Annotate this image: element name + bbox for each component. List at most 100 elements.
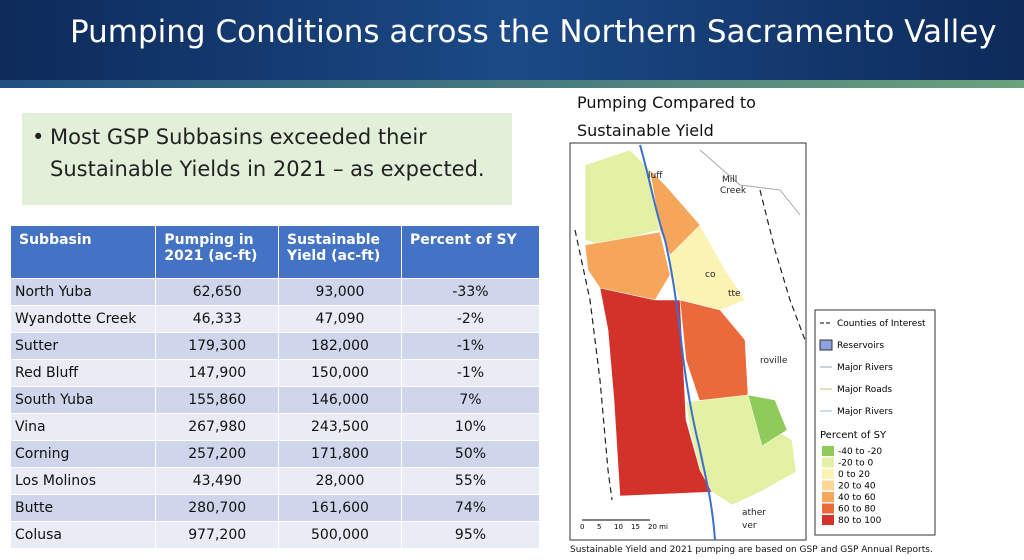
- table-cell: 46,333: [155, 305, 279, 333]
- table-cell: 257,200: [155, 440, 279, 468]
- header: Pumping Conditions across the Northern S…: [0, 0, 1024, 80]
- table-cell: 47,090: [278, 305, 402, 333]
- footnote: Sustainable Yield and 2021 pumping are b…: [570, 545, 933, 555]
- legend-label: Counties of Interest: [837, 319, 926, 329]
- table-cell: Wyandotte Creek: [9, 305, 157, 333]
- header-row: Subbasin Pumping in 2021 (ac-ft) Sustainabl…: [9, 225, 541, 279]
- table-cell: 150,000: [278, 359, 402, 387]
- table-cell: 93,000: [278, 278, 402, 306]
- table-row: Los Molinos 43,490 28,000 55%: [9, 467, 541, 495]
- header-text: Percent of SY: [409, 232, 517, 248]
- scale-label: 5: [597, 523, 601, 531]
- table-row: Sutter 179,300 182,000 -1%: [9, 332, 541, 360]
- table-row: Colusa 977,200 500,000 95%: [9, 521, 541, 549]
- scale-label: 15: [631, 523, 640, 531]
- header-text: Subbasin: [19, 232, 92, 248]
- column-header: Percent of SY: [400, 225, 541, 279]
- map-label: roville: [760, 356, 788, 366]
- map-label: Mill: [722, 175, 737, 185]
- table-cell: 55%: [400, 467, 541, 495]
- table-cell: -33%: [400, 278, 541, 306]
- legend-label: Major Roads: [837, 385, 892, 395]
- legend-swatch: [822, 457, 834, 468]
- legend-heading: Percent of SY: [820, 430, 887, 441]
- legend-label: Major Rivers: [837, 407, 893, 417]
- table-cell: 267,980: [155, 413, 279, 441]
- map-label: luff: [648, 171, 663, 181]
- legend: Counties of Interest Reservoirs Major Rive…: [819, 319, 926, 526]
- legend-swatch: [822, 503, 834, 514]
- map-label: ver: [742, 521, 757, 531]
- legend-box: [814, 309, 936, 536]
- map-label: Creek: [720, 186, 747, 196]
- table-cell: 171,800: [278, 440, 402, 468]
- table-cell: 280,700: [155, 494, 279, 522]
- header-text: 2021 (ac-ft): [164, 248, 258, 264]
- table-row: Vina 267,980 243,500 10%: [9, 413, 541, 441]
- legend-label: 20 to 40: [838, 482, 876, 492]
- bullet-text: Most GSP Subbasins exceeded their Sustai…: [50, 125, 485, 181]
- table-row: Red Bluff 147,900 150,000 -1%: [9, 359, 541, 387]
- table-cell: 146,000: [278, 386, 402, 414]
- table-cell: 243,500: [278, 413, 402, 441]
- slide-title: Pumping Conditions across the Northern S…: [70, 14, 997, 50]
- table-cell: Colusa: [9, 521, 157, 549]
- table-cell: 28,000: [278, 467, 402, 495]
- bullet-box: Most GSP Subbasins exceeded their Sustai…: [22, 113, 512, 205]
- column-header: Pumping in 2021 (ac-ft): [155, 225, 279, 279]
- table-cell: Butte: [9, 494, 157, 522]
- legend-label: Major Rivers: [837, 363, 893, 373]
- table-cell: Corning: [9, 440, 157, 468]
- legend-label: 80 to 100: [838, 516, 882, 526]
- table-cell: -1%: [400, 359, 541, 387]
- scale-label: 0: [580, 523, 584, 531]
- legend-swatch: [819, 339, 833, 351]
- map-label: co: [705, 270, 716, 280]
- header-text: Yield (ac-ft): [287, 248, 381, 264]
- legend-swatch: [822, 469, 834, 479]
- map-label: tte: [728, 289, 741, 299]
- legend-label: 40 to 60: [838, 493, 876, 503]
- table-cell: 62,650: [155, 278, 279, 306]
- map-title: Pumping Compared to: [577, 93, 756, 112]
- table-cell: 977,200: [155, 521, 279, 549]
- table-cell: South Yuba: [9, 386, 157, 414]
- header-text: Pumping in: [164, 232, 254, 248]
- legend-label: 0 to 20: [838, 470, 870, 480]
- legend-label: -40 to -20: [838, 447, 882, 457]
- table-cell: 7%: [400, 386, 541, 414]
- map-title: Sustainable Yield: [577, 121, 714, 140]
- table-cell: 147,900: [155, 359, 279, 387]
- column-header: Sustainable Yield (ac-ft): [278, 225, 402, 279]
- column-header: Subbasin: [9, 225, 157, 279]
- table-cell: Sutter: [9, 332, 157, 360]
- table-cell: 182,000: [278, 332, 402, 360]
- legend-swatch: [822, 480, 834, 491]
- map-lines: [574, 144, 806, 541]
- scale-label: 20 mi: [648, 523, 668, 531]
- header-text: Sustainable: [287, 232, 381, 248]
- table-cell: 95%: [400, 521, 541, 549]
- legend-swatch: [822, 515, 834, 525]
- legend-label: Reservoirs: [837, 341, 884, 351]
- table-cell: 43,490: [155, 467, 279, 495]
- legend-label: 60 to 80: [838, 505, 876, 515]
- subbasins: [584, 149, 797, 506]
- legend-swatch: [822, 492, 834, 502]
- table-cell: -1%: [400, 332, 541, 360]
- legend-label: -20 to 0: [838, 459, 873, 469]
- table-row: Butte 280,700 161,600 74%: [9, 494, 541, 522]
- header-strip: [0, 80, 1024, 88]
- legend-swatch: [822, 446, 834, 456]
- map-label: ather: [742, 508, 766, 518]
- scale-bar: 0 5 10 15 20 mi: [580, 519, 668, 531]
- table-cell: Vina: [9, 413, 157, 441]
- table-cell: 161,600: [278, 494, 402, 522]
- scale-label: 10: [614, 523, 623, 531]
- table-row: Corning 257,200 171,800 50%: [9, 440, 541, 468]
- data-table: Subbasin Pumping in 2021 (ac-ft) Sustainabl…: [9, 225, 541, 549]
- table-cell: 50%: [400, 440, 541, 468]
